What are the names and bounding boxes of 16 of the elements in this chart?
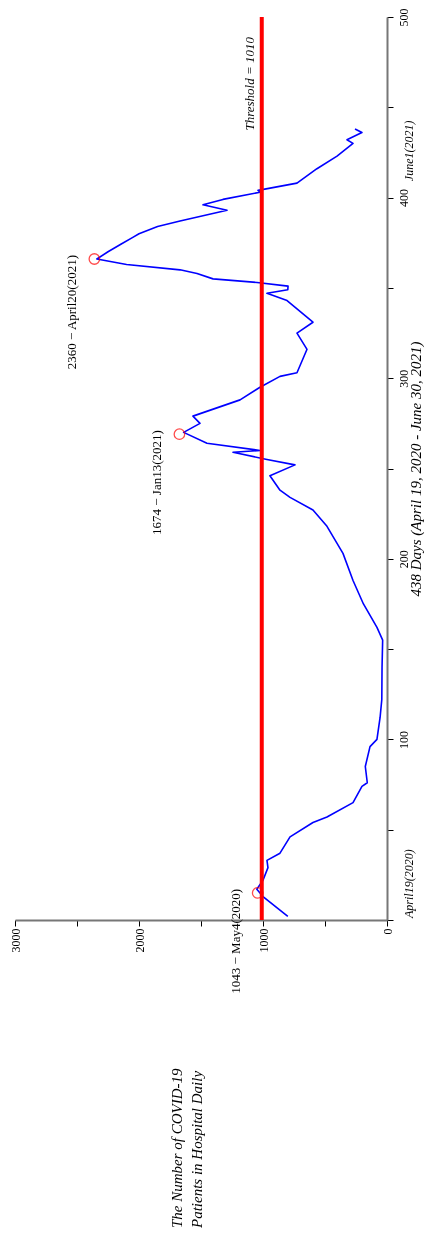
point	[88, 253, 101, 265]
text: The Number of COVID-19 Patients in Hospital Daily	[169, 1067, 205, 1229]
text: June1(2021)	[402, 120, 416, 182]
point	[173, 428, 186, 441]
annotation: 1043 − May4(2020)	[227, 888, 243, 994]
y-tick-label: 500	[396, 8, 411, 27]
annotation: 2360 − April20(2021)	[64, 255, 80, 370]
x-tick-label: 0	[380, 928, 395, 935]
y-tick-label: 100	[396, 730, 411, 749]
x-tick-label: 1000	[256, 928, 271, 953]
y-tick-label: 400	[396, 189, 411, 208]
annotation: 1674 − Jan13(2021)	[149, 430, 165, 536]
x-tick-label: 3000	[8, 928, 23, 953]
text: April19(2020)	[402, 849, 416, 919]
x-tick-label: 2000	[132, 928, 147, 953]
ref-line-label: Threshold = 1010	[241, 36, 257, 131]
